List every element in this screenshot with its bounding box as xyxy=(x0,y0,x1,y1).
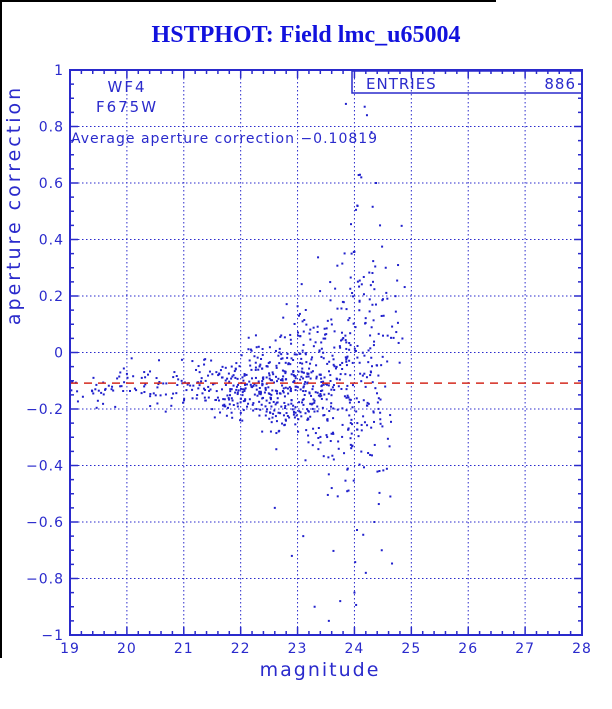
page-title: HSTPHOT: Field lmc_u65004 xyxy=(151,22,461,48)
svg-text:−1: −1 xyxy=(41,628,64,644)
svg-text:19: 19 xyxy=(60,641,80,657)
window-border-top xyxy=(0,0,496,2)
svg-text:−0.8: −0.8 xyxy=(26,572,64,588)
plot-frame xyxy=(69,69,583,636)
window-border-left xyxy=(0,0,2,658)
entries-value: 886 xyxy=(544,75,576,93)
svg-text:1: 1 xyxy=(54,63,64,79)
entries-label: ENTRIES xyxy=(366,75,437,93)
svg-text:0.2: 0.2 xyxy=(39,289,64,305)
svg-text:0.4: 0.4 xyxy=(39,233,64,249)
y-axis-title: aperture correction xyxy=(3,85,25,325)
svg-text:−0.2: −0.2 xyxy=(26,402,64,418)
svg-text:22: 22 xyxy=(231,641,251,657)
entries-box xyxy=(351,70,583,94)
average-correction-label: Average aperture correction −0.10819 xyxy=(71,131,378,147)
x-axis-title: magnitude xyxy=(260,659,381,681)
filter-label: F675W xyxy=(96,98,158,116)
svg-text:−0.4: −0.4 xyxy=(26,459,64,475)
svg-text:26: 26 xyxy=(458,641,478,657)
x-tick-labels: 19 20 21 22 23 24 25 26 27 28 xyxy=(60,641,592,657)
svg-text:21: 21 xyxy=(174,641,194,657)
gridlines xyxy=(70,70,582,635)
camera-label: WF4 xyxy=(107,78,146,96)
svg-text:−0.6: −0.6 xyxy=(26,515,64,531)
svg-text:23: 23 xyxy=(288,641,308,657)
svg-text:0.8: 0.8 xyxy=(39,120,64,136)
svg-text:0.6: 0.6 xyxy=(39,176,64,192)
svg-text:28: 28 xyxy=(572,641,592,657)
y-tick-labels: 1 0.8 0.6 0.4 0.2 0 −0.2 −0.4 −0.6 −0.8 −1 xyxy=(26,63,64,644)
scatter-points xyxy=(69,102,406,622)
svg-text:27: 27 xyxy=(515,641,535,657)
svg-text:0: 0 xyxy=(54,346,64,362)
svg-text:25: 25 xyxy=(401,641,421,657)
svg-text:20: 20 xyxy=(117,641,137,657)
svg-text:24: 24 xyxy=(345,641,365,657)
